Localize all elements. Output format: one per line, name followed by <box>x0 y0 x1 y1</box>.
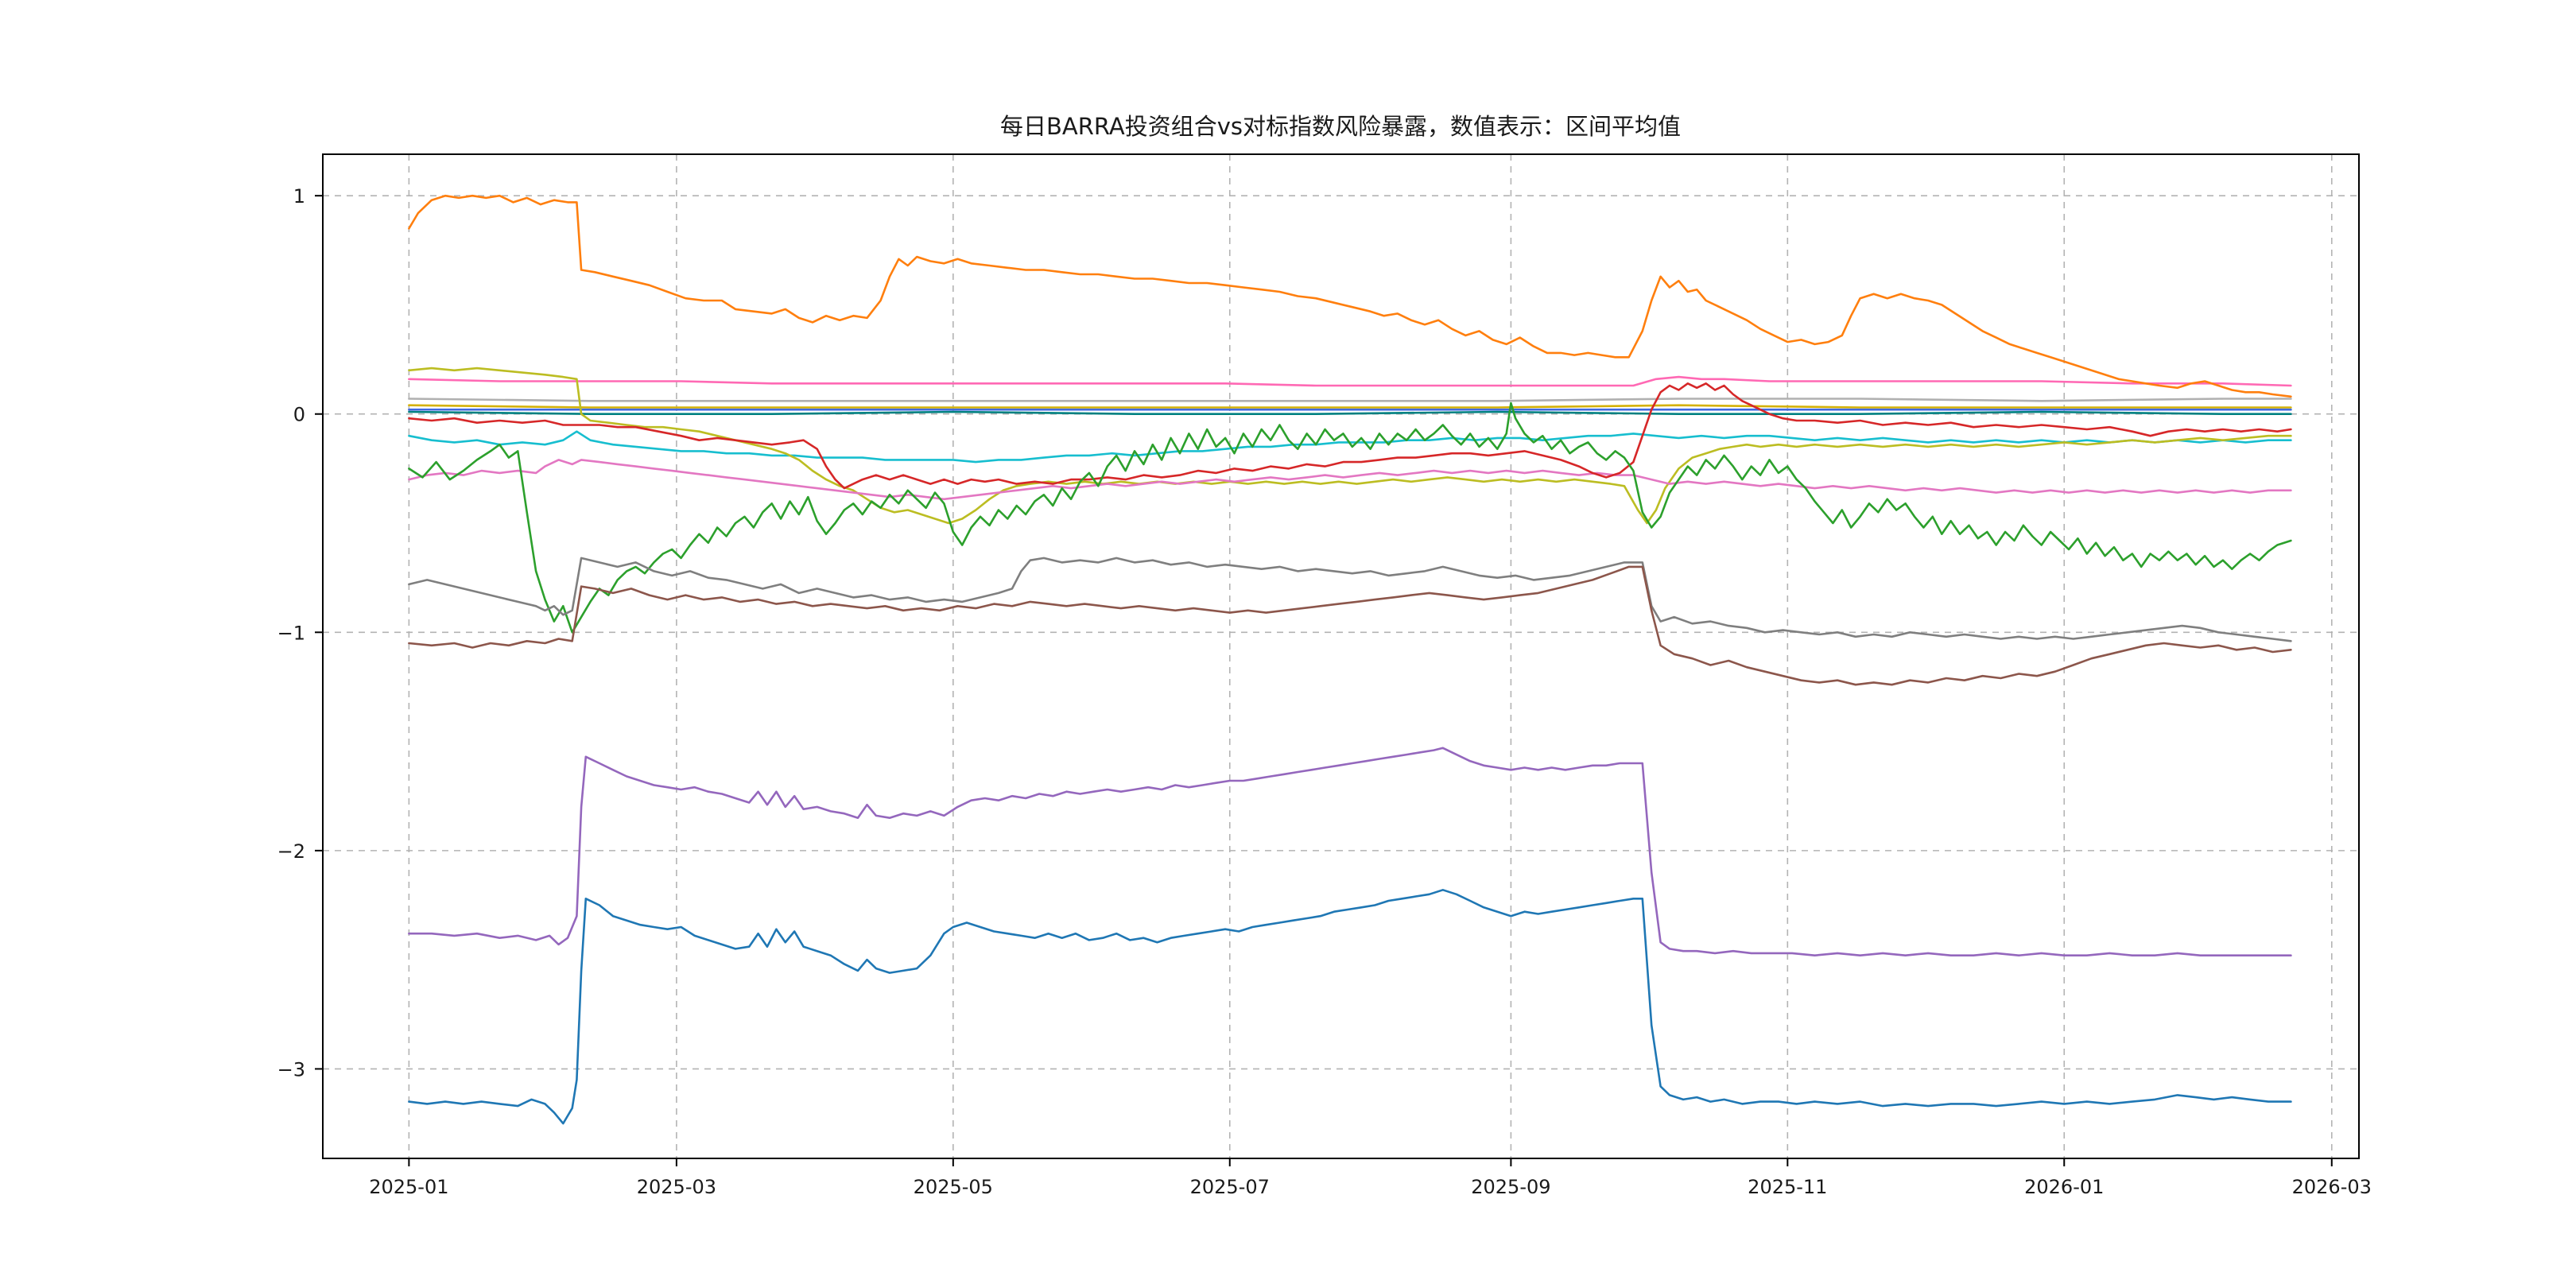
plot-border <box>322 153 2360 1159</box>
x-tick-label: 2025-11 <box>1748 1176 1827 1198</box>
series-line-teal-flat <box>408 410 2292 416</box>
series-line-orange <box>408 194 2292 398</box>
series-line-gray <box>408 557 2292 642</box>
y-tick-label: 0 <box>293 404 305 426</box>
series-line-blue <box>408 889 2292 1125</box>
series-line-hotpink-flat <box>408 375 2292 387</box>
series-line-green <box>408 402 2292 634</box>
series-line-gold-flat <box>408 404 2292 409</box>
x-tick-label: 2025-09 <box>1471 1176 1550 1198</box>
chart-title: 每日BARRA投资组合vs对标指数风险暴露，数值表示：区间平均值 <box>1000 113 1681 140</box>
x-tick-label: 2025-07 <box>1190 1176 1270 1198</box>
y-tick-label: 1 <box>293 185 305 208</box>
y-tick-label: −1 <box>277 622 305 644</box>
x-tick-label: 2025-01 <box>369 1176 448 1198</box>
series-line-red <box>408 382 2292 490</box>
x-tick-label: 2025-03 <box>637 1176 716 1198</box>
series-line-pink <box>408 459 2292 501</box>
series-line-silver-flat <box>408 398 2292 402</box>
x-tick-label: 2025-05 <box>914 1176 993 1198</box>
x-tick-label: 2026-03 <box>2292 1176 2372 1198</box>
y-tick-label: −3 <box>277 1058 305 1080</box>
series-line-brown <box>408 565 2292 686</box>
x-tick-label: 2026-01 <box>2024 1176 2104 1198</box>
series-line-purple <box>408 747 2292 956</box>
series-line-olive <box>408 367 2292 525</box>
series-line-cyan <box>408 430 2292 464</box>
y-tick-label: −2 <box>277 840 305 863</box>
